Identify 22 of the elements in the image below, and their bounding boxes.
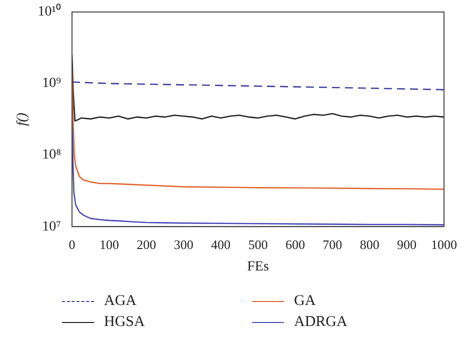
x-tick-label: 300 [174,236,194,252]
legend-label: ADRGA [294,314,348,331]
x-tick-label: 400 [211,236,231,252]
y-tick-label: 10¹⁰ [38,4,61,20]
y-tick-label: 10⁹ [42,76,62,92]
y-tick-label: 10⁷ [42,219,62,234]
legend-label: GA [294,293,316,310]
x-tick-label: 1000 [431,236,457,252]
legend-label: AGA [104,293,136,310]
x-tick-label: 600 [285,236,305,252]
x-tick-label: 200 [136,236,156,252]
x-axis-title: FEs [247,259,269,274]
line-series [72,81,444,90]
x-tick-label: 800 [360,236,380,252]
x-tick-label: 0 [68,236,76,252]
x-tick-label: 900 [397,236,417,252]
x-tick-label: 500 [248,236,268,252]
legend-label: HGSA [104,314,145,331]
y-axis-title: f() [15,112,30,126]
y-tick-label: 10⁸ [42,148,62,163]
x-tick-label: 700 [322,236,342,252]
x-tick-label: 100 [99,236,119,252]
